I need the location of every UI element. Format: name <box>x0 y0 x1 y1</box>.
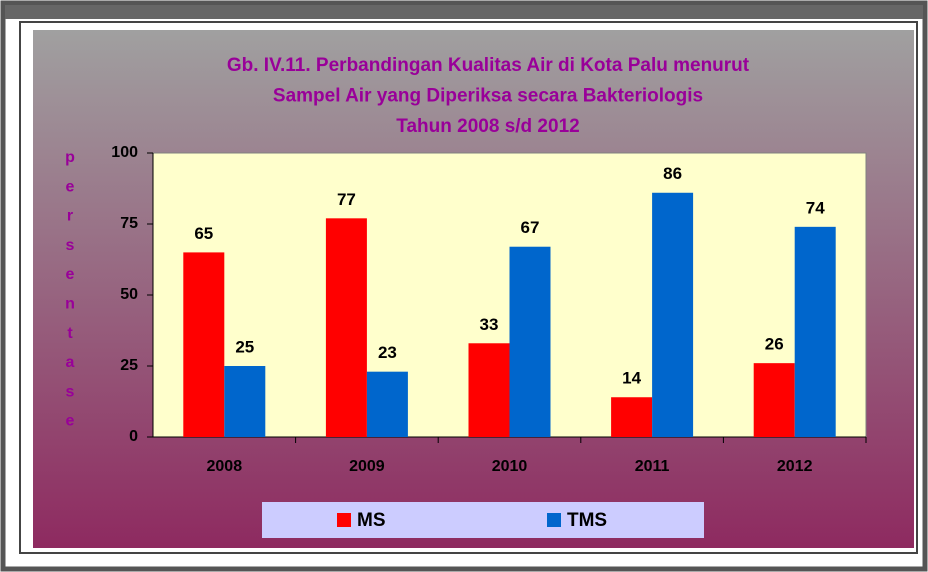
y-tick-label: 25 <box>120 357 138 374</box>
chart-title: Sampel Air yang Diperiksa secara Bakteri… <box>273 86 703 107</box>
bar <box>325 218 367 437</box>
x-tick-label: 2012 <box>777 458 813 475</box>
data-label: 33 <box>480 315 499 334</box>
bar <box>753 363 795 437</box>
data-label: 74 <box>806 198 825 217</box>
chart-title: Tahun 2008 s/d 2012 <box>396 116 579 137</box>
y-tick-label: 75 <box>120 215 138 232</box>
data-label: 86 <box>663 164 682 183</box>
inner-frame <box>19 21 918 554</box>
legend-label: TMS <box>567 510 607 531</box>
x-tick-label: 2010 <box>492 458 528 475</box>
data-label: 26 <box>765 335 784 354</box>
bar <box>611 397 653 437</box>
legend-swatch <box>547 513 561 527</box>
y-tick-label: 100 <box>111 144 138 161</box>
x-tick-label: 2009 <box>349 458 385 475</box>
bar <box>366 371 408 437</box>
chart-title: Gb. IV.11. Perbandingan Kualitas Air di … <box>227 55 750 76</box>
bar <box>224 366 266 437</box>
legend-swatch <box>337 513 351 527</box>
data-label: 67 <box>521 218 540 237</box>
bar <box>652 192 694 437</box>
legend <box>262 502 704 538</box>
legend-label: MS <box>357 510 386 531</box>
bar <box>509 246 551 437</box>
top-band <box>5 5 923 19</box>
x-tick-label: 2011 <box>635 458 670 475</box>
y-tick-label: 50 <box>120 286 138 303</box>
data-label: 65 <box>194 224 213 243</box>
data-label: 23 <box>378 343 397 362</box>
bar <box>183 252 225 437</box>
x-tick-label: 2008 <box>207 458 243 475</box>
data-label: 25 <box>235 337 254 356</box>
bar <box>794 226 836 437</box>
bar <box>468 343 510 437</box>
data-label: 14 <box>622 369 641 388</box>
data-label: 77 <box>337 190 356 209</box>
y-tick-label: 0 <box>129 428 138 445</box>
